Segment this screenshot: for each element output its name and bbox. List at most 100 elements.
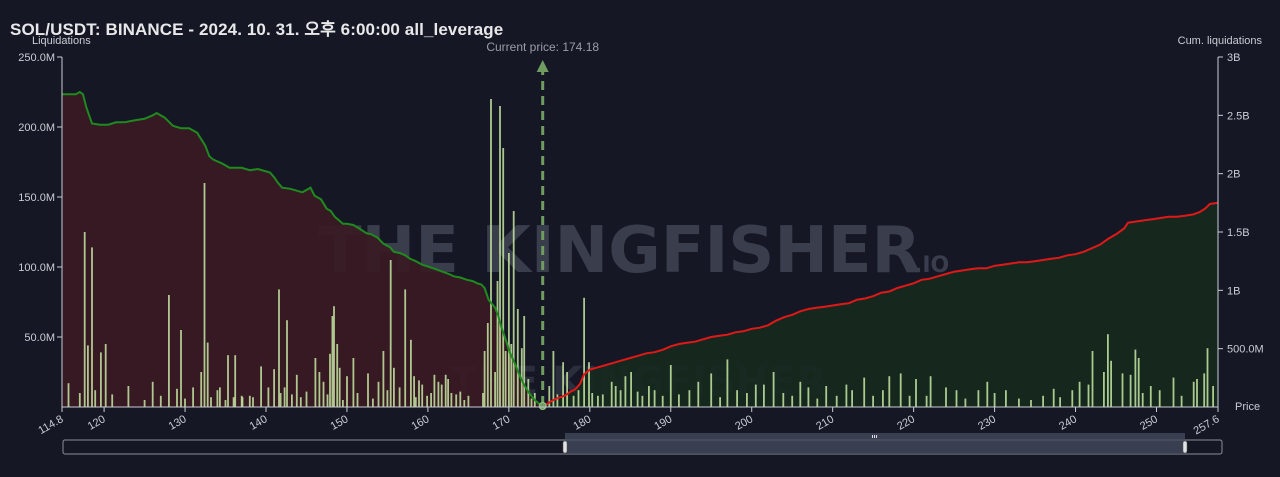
range-slider-right-handle[interactable] [1182, 440, 1188, 454]
liquidation-bar[interactable] [597, 395, 599, 407]
liquidation-bar[interactable] [331, 316, 334, 407]
liquidation-bar[interactable] [530, 398, 533, 407]
liquidation-bar[interactable] [863, 377, 866, 407]
liquidation-bar[interactable] [490, 99, 492, 407]
liquidation-bar[interactable] [508, 253, 510, 407]
liquidation-bar[interactable] [100, 352, 102, 407]
liquidation-bar[interactable] [791, 395, 794, 407]
liquidation-bar[interactable] [697, 381, 700, 407]
liquidation-bar[interactable] [104, 344, 107, 407]
liquidation-bar[interactable] [216, 390, 219, 407]
liquidation-bar[interactable] [746, 393, 748, 407]
liquidation-bar[interactable] [653, 390, 656, 407]
liquidation-bar[interactable] [1196, 379, 1198, 407]
liquidation-bar[interactable] [318, 372, 321, 407]
liquidation-bar[interactable] [710, 373, 713, 407]
liquidation-bar[interactable] [414, 397, 417, 407]
liquidation-bar[interactable] [1158, 390, 1161, 407]
liquidation-bar[interactable] [338, 367, 341, 407]
liquidation-bar[interactable] [1110, 360, 1112, 407]
liquidation-bar[interactable] [520, 348, 523, 407]
liquidation-bar[interactable] [241, 397, 244, 407]
liquidation-bar[interactable] [352, 358, 355, 407]
liquidation-bar[interactable] [583, 297, 585, 407]
liquidation-bar[interactable] [143, 400, 146, 407]
liquidation-bar[interactable] [648, 386, 650, 407]
liquidation-bar[interactable] [393, 367, 395, 407]
liquidation-bar[interactable] [295, 374, 298, 407]
liquidation-bar[interactable] [610, 381, 613, 407]
liquidation-bar[interactable] [168, 295, 170, 407]
liquidation-bar[interactable] [91, 247, 93, 407]
liquidation-bar[interactable] [899, 373, 902, 407]
liquidation-bar[interactable] [283, 387, 286, 407]
liquidation-bar[interactable] [382, 351, 385, 407]
liquidation-bar[interactable] [835, 395, 838, 407]
range-slider-selection[interactable] [565, 433, 1185, 454]
liquidation-bar[interactable] [322, 381, 325, 407]
liquidation-bar[interactable] [512, 211, 515, 407]
liquidation-bar[interactable] [502, 148, 505, 407]
liquidation-bar[interactable] [799, 381, 802, 407]
liquidation-bar[interactable] [516, 309, 519, 407]
liquidation-bar[interactable] [872, 395, 874, 407]
liquidation-bar[interactable] [641, 395, 644, 407]
liquidation-bar[interactable] [418, 380, 420, 407]
liquidation-bar[interactable] [955, 390, 958, 407]
liquidation-bar[interactable] [1137, 358, 1140, 407]
liquidation-bar[interactable] [1005, 390, 1007, 407]
liquidation-bar[interactable] [977, 390, 980, 407]
liquidation-bar[interactable] [719, 397, 721, 407]
liquidation-bar[interactable] [1078, 381, 1081, 407]
liquidation-bar[interactable] [455, 394, 458, 407]
liquidation-bar[interactable] [176, 388, 178, 407]
liquidation-bar[interactable] [486, 323, 489, 407]
liquidation-bar[interactable] [224, 400, 227, 407]
liquidation-bar[interactable] [591, 393, 594, 407]
liquidation-bar[interactable] [367, 373, 369, 407]
liquidation-bar[interactable] [1203, 373, 1206, 407]
liquidation-bar[interactable] [1172, 377, 1175, 407]
liquidation-bar[interactable] [588, 362, 590, 407]
liquidation-bar[interactable] [305, 391, 308, 407]
liquidation-bar[interactable] [377, 381, 380, 407]
liquidation-bar[interactable] [763, 384, 765, 407]
liquidation-bar[interactable] [1030, 400, 1032, 407]
liquidation-bar[interactable] [1141, 393, 1144, 407]
liquidation-bar[interactable] [430, 393, 432, 407]
liquidation-bar[interactable] [552, 351, 555, 407]
liquidation-bar[interactable] [159, 395, 162, 407]
liquidation-bar[interactable] [482, 393, 484, 407]
liquidation-bar[interactable] [624, 376, 627, 407]
liquidation-bar[interactable] [386, 390, 389, 407]
liquidation-bar[interactable] [754, 384, 757, 407]
liquidation-bar[interactable] [1192, 381, 1195, 407]
liquidation-bar[interactable] [825, 386, 828, 407]
liquidation-bar[interactable] [964, 398, 967, 407]
liquidation-bar[interactable] [807, 387, 810, 407]
liquidation-bar[interactable] [1107, 334, 1109, 407]
liquidation-bar[interactable] [206, 342, 209, 407]
liquidation-bar[interactable] [426, 395, 428, 407]
liquidation-bar[interactable] [227, 355, 229, 407]
liquidation-bar[interactable] [111, 394, 114, 407]
liquidation-bar[interactable] [440, 384, 443, 407]
liquidation-bar[interactable] [1180, 395, 1183, 407]
liquidation-bar[interactable] [234, 355, 237, 407]
liquidation-bar[interactable] [326, 394, 329, 407]
liquidation-bar[interactable] [180, 330, 182, 407]
liquidation-bar[interactable] [342, 400, 344, 407]
liquidation-bar[interactable] [356, 393, 359, 407]
liquidation-bar[interactable] [504, 351, 507, 407]
liquidation-bar[interactable] [200, 372, 203, 407]
liquidation-bar[interactable] [433, 374, 436, 407]
liquidation-bar[interactable] [851, 390, 853, 407]
liquidation-bar[interactable] [450, 393, 453, 407]
liquidation-bar[interactable] [816, 398, 819, 407]
range-slider-left-handle[interactable] [562, 440, 568, 454]
liquidation-bar[interactable] [1052, 388, 1055, 407]
liquidation-bar[interactable] [219, 387, 221, 407]
liquidation-bar[interactable] [929, 376, 932, 407]
liquidation-bar[interactable] [577, 390, 580, 407]
liquidation-bar[interactable] [496, 281, 499, 407]
